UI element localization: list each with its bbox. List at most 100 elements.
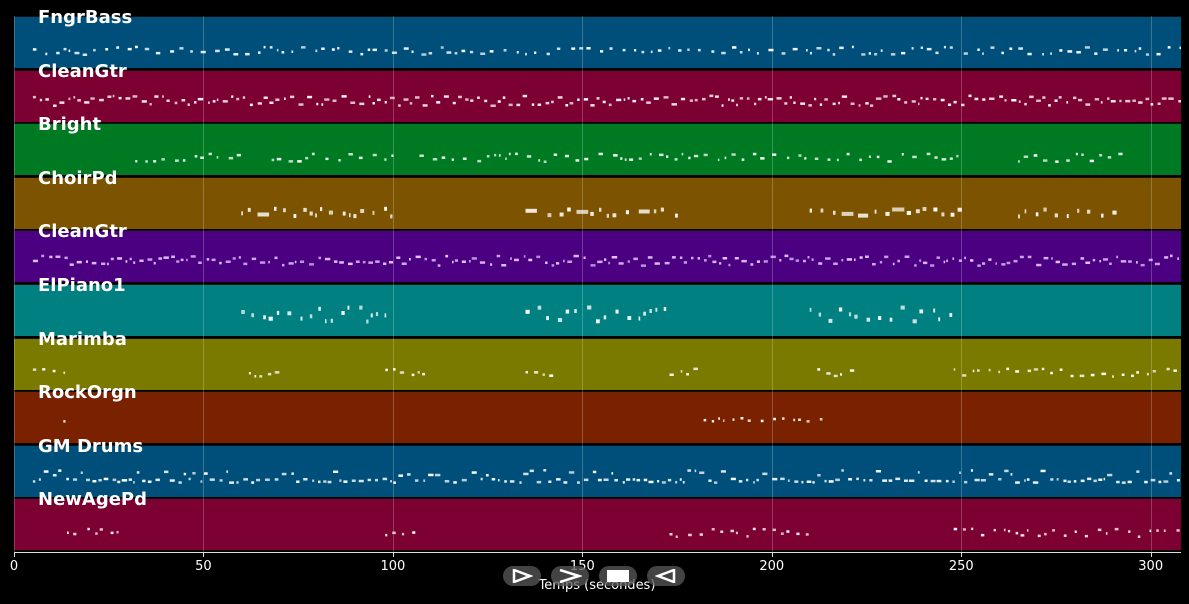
note bbox=[339, 261, 344, 265]
note bbox=[391, 154, 394, 158]
note bbox=[534, 370, 539, 374]
note bbox=[773, 417, 776, 421]
note bbox=[933, 207, 938, 212]
note bbox=[43, 470, 49, 473]
note bbox=[959, 471, 961, 474]
note bbox=[730, 477, 736, 480]
note bbox=[919, 259, 922, 263]
note bbox=[32, 48, 37, 51]
note bbox=[260, 261, 266, 265]
note bbox=[664, 262, 670, 265]
note bbox=[674, 158, 678, 161]
note bbox=[358, 156, 363, 160]
note bbox=[276, 310, 280, 315]
note bbox=[276, 158, 282, 161]
note bbox=[407, 472, 411, 476]
note bbox=[1070, 374, 1074, 377]
note bbox=[1009, 47, 1013, 50]
note bbox=[579, 47, 584, 50]
note bbox=[627, 260, 630, 264]
note bbox=[348, 262, 353, 266]
note bbox=[320, 206, 323, 211]
note bbox=[293, 213, 297, 218]
note bbox=[461, 478, 467, 482]
note bbox=[606, 213, 609, 218]
note bbox=[125, 96, 131, 100]
note bbox=[358, 479, 364, 483]
note bbox=[649, 309, 652, 313]
note bbox=[1018, 160, 1020, 163]
note bbox=[508, 103, 513, 106]
note bbox=[793, 101, 796, 104]
note bbox=[724, 156, 727, 160]
note bbox=[625, 209, 629, 214]
note bbox=[291, 472, 294, 475]
note bbox=[523, 255, 526, 259]
note bbox=[553, 153, 558, 157]
note bbox=[412, 531, 416, 535]
note bbox=[268, 261, 270, 264]
note bbox=[762, 528, 766, 531]
note bbox=[819, 102, 823, 106]
note bbox=[599, 207, 602, 212]
note bbox=[391, 51, 397, 54]
note bbox=[919, 309, 924, 314]
note bbox=[1018, 47, 1023, 50]
note bbox=[331, 48, 335, 51]
note bbox=[892, 94, 897, 97]
note bbox=[536, 255, 541, 259]
note bbox=[885, 211, 890, 216]
note bbox=[469, 260, 471, 263]
back-button[interactable] bbox=[647, 566, 685, 586]
note bbox=[145, 160, 148, 163]
note bbox=[828, 479, 834, 483]
note bbox=[486, 155, 490, 158]
note bbox=[768, 48, 774, 52]
note bbox=[135, 160, 138, 163]
note bbox=[305, 157, 309, 160]
note bbox=[281, 472, 287, 476]
note bbox=[259, 374, 263, 378]
note bbox=[990, 46, 995, 49]
note bbox=[192, 471, 196, 475]
note bbox=[995, 262, 997, 266]
note bbox=[807, 256, 810, 259]
note bbox=[1103, 477, 1106, 481]
note bbox=[704, 259, 707, 262]
note bbox=[536, 480, 542, 484]
stop-button[interactable] bbox=[599, 566, 637, 586]
note bbox=[98, 478, 102, 482]
note bbox=[301, 46, 306, 49]
tick-label: 300 bbox=[1138, 559, 1164, 574]
note bbox=[73, 95, 76, 99]
note bbox=[1055, 261, 1060, 264]
track-1: CleanGtr bbox=[14, 62, 1181, 122]
note bbox=[52, 473, 57, 477]
note bbox=[608, 103, 612, 106]
note bbox=[748, 48, 750, 52]
note bbox=[1117, 49, 1119, 52]
rewind-button[interactable] bbox=[503, 566, 541, 586]
note bbox=[325, 319, 327, 324]
note bbox=[384, 158, 387, 161]
note bbox=[1035, 212, 1039, 217]
note bbox=[757, 97, 762, 100]
note bbox=[615, 309, 619, 314]
note bbox=[1161, 96, 1167, 100]
note bbox=[45, 52, 48, 56]
note bbox=[136, 470, 140, 474]
note bbox=[805, 533, 809, 537]
note bbox=[403, 47, 409, 50]
note bbox=[849, 368, 855, 372]
note bbox=[577, 98, 580, 101]
note bbox=[303, 477, 308, 481]
note bbox=[988, 258, 992, 262]
note bbox=[583, 256, 586, 260]
note bbox=[443, 94, 449, 98]
play-button[interactable] bbox=[551, 566, 589, 586]
note bbox=[519, 481, 522, 484]
note bbox=[1138, 100, 1143, 104]
note bbox=[1158, 480, 1162, 483]
note bbox=[510, 257, 512, 261]
note bbox=[1094, 97, 1100, 101]
